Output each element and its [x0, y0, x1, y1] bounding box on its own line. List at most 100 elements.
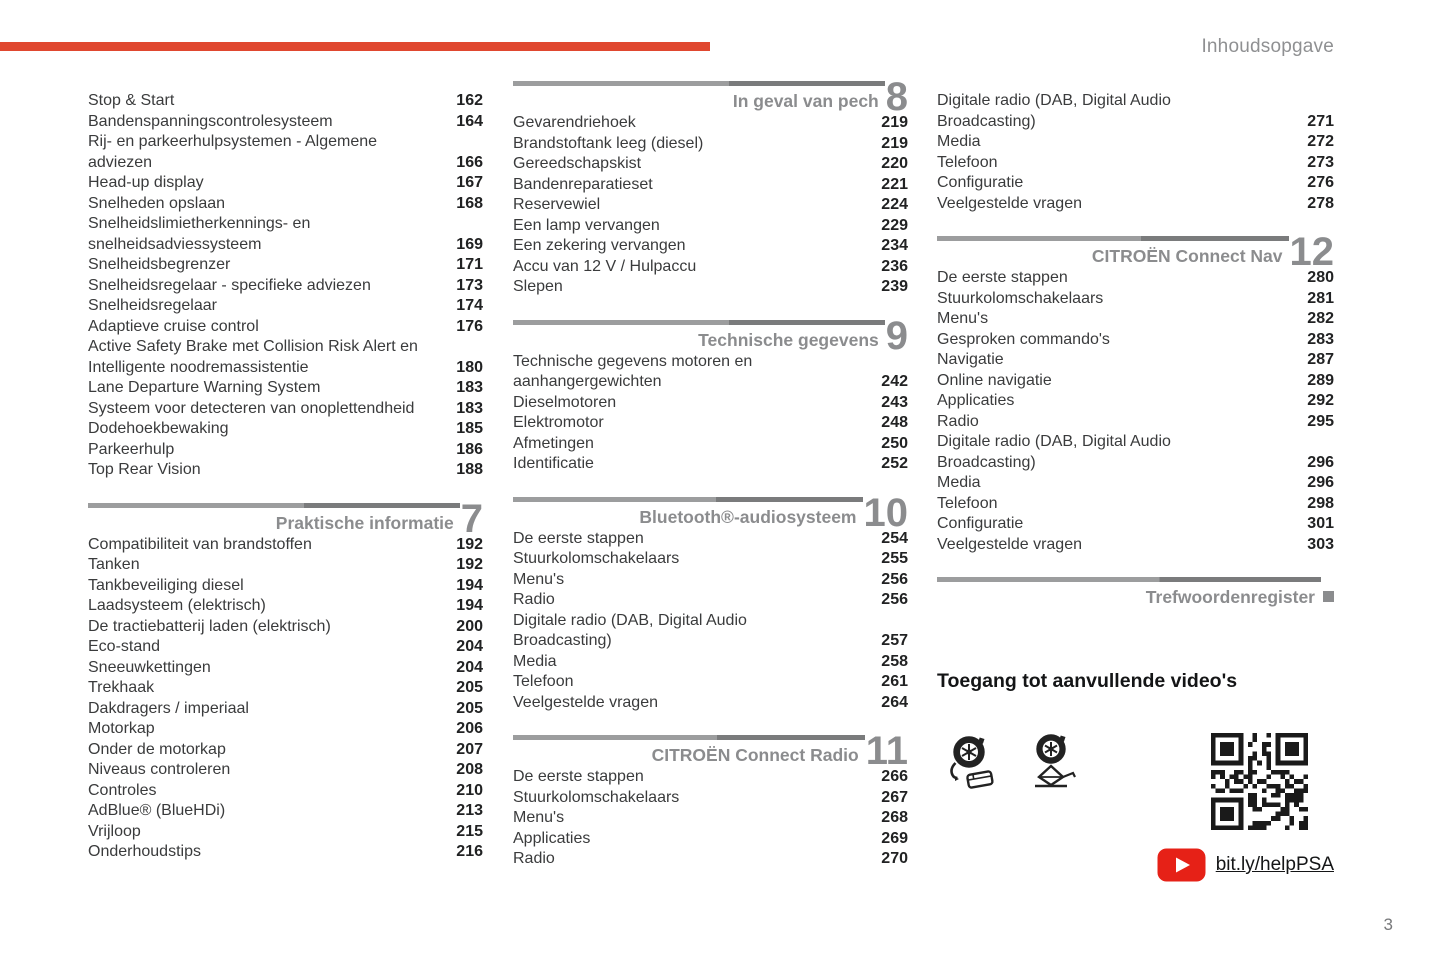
toc-entry: Digitale radio (DAB, Digital Audio Broad…	[937, 91, 1334, 132]
toc-entry-page: 278	[1307, 194, 1334, 212]
section-divider-bar	[937, 236, 1289, 241]
toc-section: Trefwoordenregister	[937, 577, 1334, 608]
toc-entry-label: De tractiebatterij laden (elektrisch)	[88, 617, 331, 635]
wheel-jack-icon	[1035, 734, 1076, 788]
toc-entry: Brandstoftank leeg (diesel) 219	[513, 134, 908, 155]
toc-entry-page: 243	[881, 393, 908, 411]
toc-entry-label: Lane Departure Warning System	[88, 379, 321, 396]
section-end-marker	[1323, 591, 1334, 602]
section-header: CITROËN Connect Nav 12	[937, 232, 1334, 272]
toc-entry-page: 167	[456, 174, 483, 191]
toc-entry: De tractiebatterij laden (elektrisch) 200	[88, 617, 483, 638]
toc-entry-label: Digitale radio (DAB, Digital Audio Broad…	[937, 433, 1171, 471]
toc-entry: Technische gegevens motoren en aanhanger…	[513, 352, 908, 393]
toc-column-3: Digitale radio (DAB, Digital Audio Broad…	[937, 91, 1334, 882]
toc-entry: Veelgestelde vragen 303	[937, 535, 1334, 556]
section-title: Praktische informatie	[275, 512, 454, 533]
toc-entry: Navigatie 287	[937, 350, 1334, 371]
toc-entry-label: Bandenspanningscontrolesysteem	[88, 112, 333, 130]
section-title: CITROËN Connect Nav	[1091, 246, 1283, 266]
toc-entry-page: 254	[881, 529, 908, 547]
toc-entry-label: Configuratie	[937, 515, 1024, 532]
toc-entry-label: Gevarendriehoek	[513, 114, 636, 131]
toc-entry: Snelheden opslaan 168	[88, 194, 483, 215]
toc-entry-label: Trekhaak	[88, 679, 155, 696]
toc-column-1: Stop & Start 162 Bandenspanningscontrolesy…	[88, 91, 483, 863]
toc-entry-label: Snelheidsregelaar - specifieke adviezen	[88, 276, 371, 294]
toc-entry: Adaptieve cruise control 176	[88, 317, 483, 338]
toc-entry-page: 276	[1307, 174, 1334, 191]
video-help-link[interactable]: bit.ly/helpPSA	[1215, 854, 1334, 875]
toc-entry-label: Onder de motorkap	[88, 740, 226, 758]
toc-entry-label: Laadsysteem (elektrisch)	[88, 597, 266, 614]
toc-entry-page: 204	[456, 658, 483, 676]
toc-entry: Menu's 256	[513, 570, 908, 591]
section-number: 10	[863, 490, 909, 535]
toc-entry: Reservewiel 224	[513, 195, 908, 216]
toc-entry-label: Gesproken commando's	[937, 330, 1110, 348]
toc-entry: Online navigatie 289	[937, 371, 1334, 392]
tire-repair-kit-icon	[950, 736, 994, 789]
section-number: 11	[865, 729, 908, 773]
toc-entry-label: Onderhoudstips	[88, 843, 201, 860]
toc-entry-label: Veelgestelde vragen	[513, 693, 658, 711]
toc-entry-label: Active Safety Brake met Collision Risk A…	[88, 338, 418, 376]
toc-entry-page: 267	[881, 788, 908, 806]
toc-entry: Stop & Start 162	[88, 91, 483, 112]
toc-entry: Sneeuwkettingen 204	[88, 658, 483, 679]
toc-entry-page: 298	[1307, 494, 1334, 512]
toc-entry-label: Media	[937, 474, 981, 491]
toc-entry-label: Rij- en parkeerhulpsystemen - Algemene a…	[88, 133, 378, 171]
toc-entry-page: 270	[881, 850, 908, 867]
toc-entry: Compatibiliteit van brandstoffen 192	[88, 535, 483, 556]
toc-entry: Dakdragers / imperiaal 205	[88, 699, 483, 720]
toc-entry: Telefoon 298	[937, 494, 1334, 515]
toc-entry: Media 258	[513, 652, 908, 673]
toc-entry: Radio 295	[937, 412, 1334, 433]
toc-entry-page: 219	[881, 134, 908, 152]
toc-entry-label: Snelheden opslaan	[88, 194, 226, 212]
toc-entry-page: 166	[456, 153, 483, 171]
toc-entry-page: 292	[1307, 392, 1334, 409]
section-title: CITROËN Connect Radio	[651, 745, 859, 765]
toc-entry-page: 269	[881, 829, 908, 847]
toc-entry-page: 216	[456, 843, 483, 860]
toc-entry-label: Applicaties	[513, 829, 591, 847]
toc-entry-label: Afmetingen	[513, 434, 594, 452]
toc-entry-label: Stuurkolomschakelaars	[937, 289, 1104, 307]
toc-entry-page: 283	[1307, 330, 1334, 348]
toc-entry-label: Adaptieve cruise control	[88, 317, 259, 335]
toc-entry: Head-up display 167	[88, 173, 483, 194]
toc-entry: Een lamp vervangen 229	[513, 216, 908, 237]
toc-entry-label: Parkeerhulp	[88, 440, 175, 458]
toc-entry: Snelheidslimietherkennings- en snelheids…	[88, 214, 483, 255]
toc-entry-label: Radio	[937, 412, 979, 430]
toc-entry-label: Dodehoekbewaking	[88, 420, 229, 437]
toc-entry-page: 229	[881, 216, 908, 234]
toc-entry: AdBlue® (BlueHDi) 213	[88, 801, 483, 822]
toc-entry: Menu's 268	[513, 808, 908, 829]
toc-entry: Gevarendriehoek 219	[513, 113, 908, 134]
section-divider-bar	[513, 81, 885, 86]
toc-entry-page: 169	[456, 235, 483, 253]
toc-entry-group: Stop & Start 162 Bandenspanningscontrolesy…	[88, 91, 483, 481]
toc-entry: Onderhoudstips 216	[88, 842, 483, 863]
toc-entry-page: 258	[881, 652, 908, 670]
section-divider-bar	[88, 502, 460, 508]
toc-entry-label: Systeem voor detecteren van onoplettendh…	[88, 399, 415, 417]
toc-entry: Controles 210	[88, 781, 483, 802]
toc-entry-label: Technische gegevens motoren en aanhanger…	[513, 352, 753, 391]
toc-entry: Dieselmotoren 243	[513, 393, 908, 414]
toc-entry: Telefoon 273	[937, 153, 1334, 174]
toc-entry-page: 186	[456, 440, 483, 458]
toc-entry-label: Niveaus controleren	[88, 761, 231, 778]
toc-entry-page: 204	[456, 638, 483, 655]
toc-entry: Media 272	[937, 132, 1334, 153]
toc-entry: Configuratie 301	[937, 514, 1334, 535]
toc-entry-page: 164	[456, 112, 483, 130]
toc-entry: Telefoon 261	[513, 672, 908, 693]
toc-entry: De eerste stappen 266	[513, 767, 908, 788]
section-number: 8	[885, 75, 908, 119]
toc-entry-label: Top Rear Vision	[88, 461, 201, 478]
